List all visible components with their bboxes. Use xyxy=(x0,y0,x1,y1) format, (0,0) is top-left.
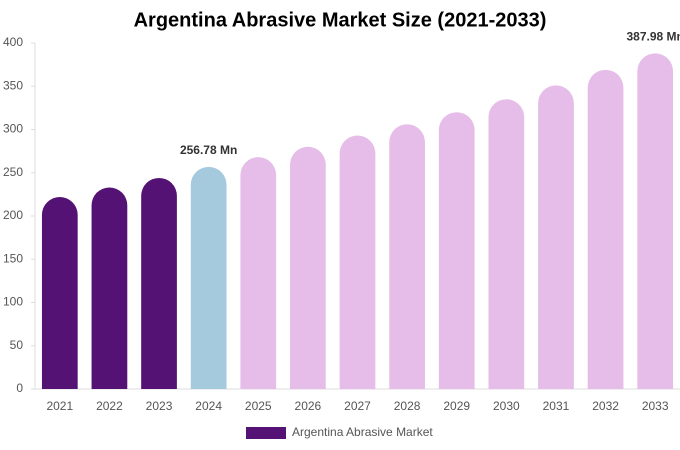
bar xyxy=(488,99,525,389)
x-tick-label: 2033 xyxy=(642,399,669,413)
legend-swatch xyxy=(246,427,286,439)
x-tick-label: 2032 xyxy=(592,399,619,413)
bar xyxy=(538,85,574,389)
bar xyxy=(240,157,277,389)
x-tick-label: 2027 xyxy=(344,399,371,413)
x-tick-label: 2024 xyxy=(195,399,222,413)
y-tick-label: 400 xyxy=(3,35,23,49)
bar xyxy=(339,135,376,389)
x-tick-label: 2028 xyxy=(394,399,421,413)
chart-title: Argentina Abrasive Market Size (2021-203… xyxy=(134,9,547,31)
y-tick-label: 100 xyxy=(3,295,23,309)
data-label: 387.98 Mn xyxy=(627,30,680,44)
y-tick-label: 200 xyxy=(3,208,23,222)
y-tick-label: 350 xyxy=(3,78,23,92)
x-tick-label: 2022 xyxy=(96,399,123,413)
bar xyxy=(91,187,128,389)
bar xyxy=(290,146,326,389)
legend-label: Argentina Abrasive Market xyxy=(292,425,433,439)
bar xyxy=(389,124,425,389)
x-tick-label: 2021 xyxy=(46,399,73,413)
bar xyxy=(637,53,674,389)
bar xyxy=(141,177,177,389)
y-tick-label: 250 xyxy=(3,165,23,179)
bar xyxy=(190,166,227,389)
data-label: 256.78 Mn xyxy=(180,143,237,157)
bar xyxy=(587,69,624,389)
y-tick-label: 50 xyxy=(10,338,24,352)
y-tick-label: 0 xyxy=(16,381,23,395)
x-tick-label: 2031 xyxy=(543,399,570,413)
x-tick-label: 2025 xyxy=(245,399,272,413)
x-tick-label: 2023 xyxy=(146,399,173,413)
x-tick-label: 2026 xyxy=(295,399,322,413)
y-tick-label: 150 xyxy=(3,251,23,265)
x-tick-label: 2030 xyxy=(493,399,520,413)
bar xyxy=(41,196,78,389)
x-tick-label: 2029 xyxy=(443,399,470,413)
y-tick-label: 300 xyxy=(3,122,23,136)
bar xyxy=(438,112,475,389)
